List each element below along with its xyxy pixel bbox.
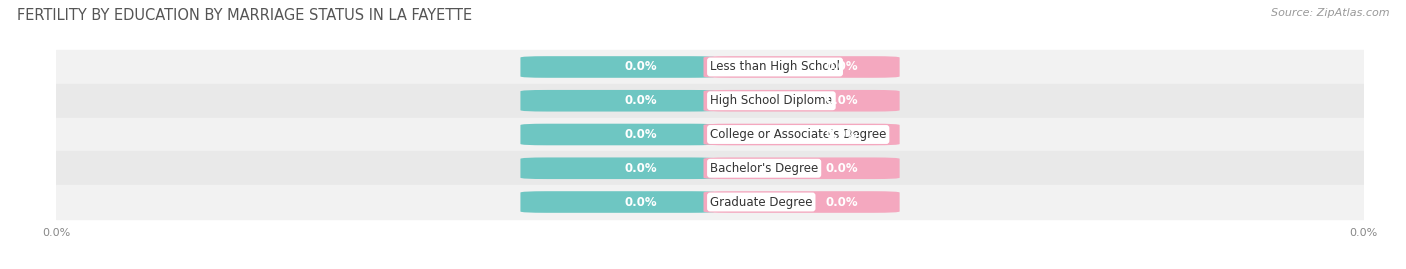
- Text: 0.0%: 0.0%: [624, 94, 657, 107]
- Text: 0.0%: 0.0%: [624, 61, 657, 73]
- Text: 0.0%: 0.0%: [825, 128, 858, 141]
- Bar: [56, 84, 1364, 118]
- Bar: [56, 151, 1364, 185]
- FancyBboxPatch shape: [520, 191, 717, 213]
- Text: 0.0%: 0.0%: [825, 94, 858, 107]
- Text: 0.0%: 0.0%: [825, 61, 858, 73]
- Text: Bachelor's Degree: Bachelor's Degree: [710, 162, 818, 175]
- Text: 0.0%: 0.0%: [624, 196, 657, 208]
- Text: FERTILITY BY EDUCATION BY MARRIAGE STATUS IN LA FAYETTE: FERTILITY BY EDUCATION BY MARRIAGE STATU…: [17, 8, 472, 23]
- Text: 0.0%: 0.0%: [825, 162, 858, 175]
- Text: 0.0%: 0.0%: [624, 128, 657, 141]
- FancyBboxPatch shape: [520, 157, 717, 179]
- FancyBboxPatch shape: [703, 124, 900, 145]
- FancyBboxPatch shape: [703, 157, 900, 179]
- Text: 0.0%: 0.0%: [825, 196, 858, 208]
- Bar: [56, 185, 1364, 219]
- Text: Less than High School: Less than High School: [710, 61, 839, 73]
- Bar: [56, 118, 1364, 151]
- FancyBboxPatch shape: [703, 90, 900, 112]
- FancyBboxPatch shape: [520, 124, 717, 145]
- FancyBboxPatch shape: [703, 191, 900, 213]
- Text: High School Diploma: High School Diploma: [710, 94, 832, 107]
- Text: College or Associate's Degree: College or Associate's Degree: [710, 128, 886, 141]
- Text: 0.0%: 0.0%: [624, 162, 657, 175]
- Text: Graduate Degree: Graduate Degree: [710, 196, 813, 208]
- Text: Source: ZipAtlas.com: Source: ZipAtlas.com: [1271, 8, 1389, 18]
- Bar: [56, 50, 1364, 84]
- FancyBboxPatch shape: [520, 56, 717, 78]
- FancyBboxPatch shape: [703, 56, 900, 78]
- FancyBboxPatch shape: [520, 90, 717, 112]
